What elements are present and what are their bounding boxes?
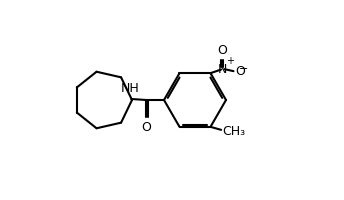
Text: O: O (217, 44, 227, 57)
Text: O: O (236, 65, 245, 78)
Text: NH: NH (121, 82, 140, 95)
Text: O: O (141, 121, 151, 134)
Text: +: + (226, 56, 234, 66)
Text: −: − (239, 64, 248, 74)
Text: CH₃: CH₃ (223, 125, 246, 138)
Text: N: N (217, 63, 227, 76)
